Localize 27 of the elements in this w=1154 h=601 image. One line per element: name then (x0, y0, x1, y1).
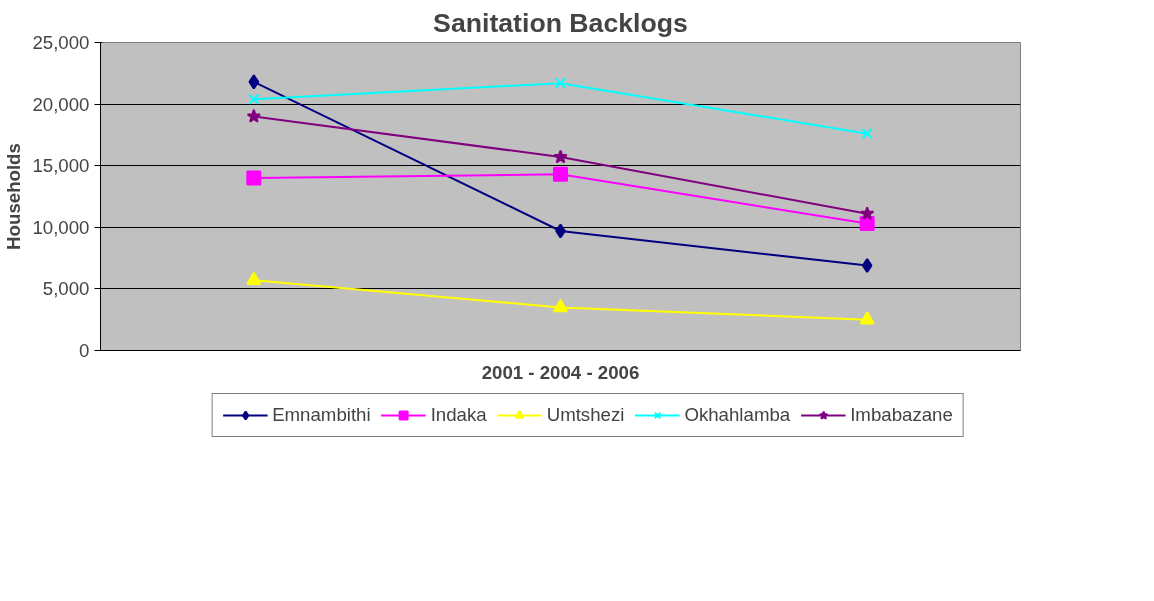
point (248, 74, 260, 90)
legend-label: Okhahlamba (684, 404, 791, 426)
point (553, 166, 568, 182)
point (246, 271, 262, 286)
point (246, 170, 262, 186)
legend-label: Imbabazane (850, 404, 953, 426)
legend-label: Indaka (430, 404, 487, 426)
y-tick-label: 5,000 (42, 278, 90, 300)
y-tick-label: 10,000 (32, 216, 90, 238)
legend-label: Umtshezi (546, 404, 625, 426)
point (554, 77, 567, 89)
y-tick-label: 25,000 (32, 32, 90, 53)
point (861, 257, 873, 273)
point (553, 298, 568, 313)
legend-label: Emnambithi (272, 404, 371, 426)
chart-title: Sanitation Backlogs (433, 7, 688, 38)
point (861, 128, 873, 140)
point (859, 206, 875, 221)
y-tick-label: 20,000 (32, 93, 90, 115)
point (248, 93, 260, 105)
y-tick-label: 0 (79, 340, 90, 361)
point (246, 108, 262, 123)
y-axis-title: Households (3, 143, 25, 250)
y-tick-label: 15,000 (32, 155, 90, 177)
point (859, 311, 875, 325)
x-axis-title: 2001 - 2004 - 2006 (481, 361, 640, 383)
point (553, 149, 568, 164)
